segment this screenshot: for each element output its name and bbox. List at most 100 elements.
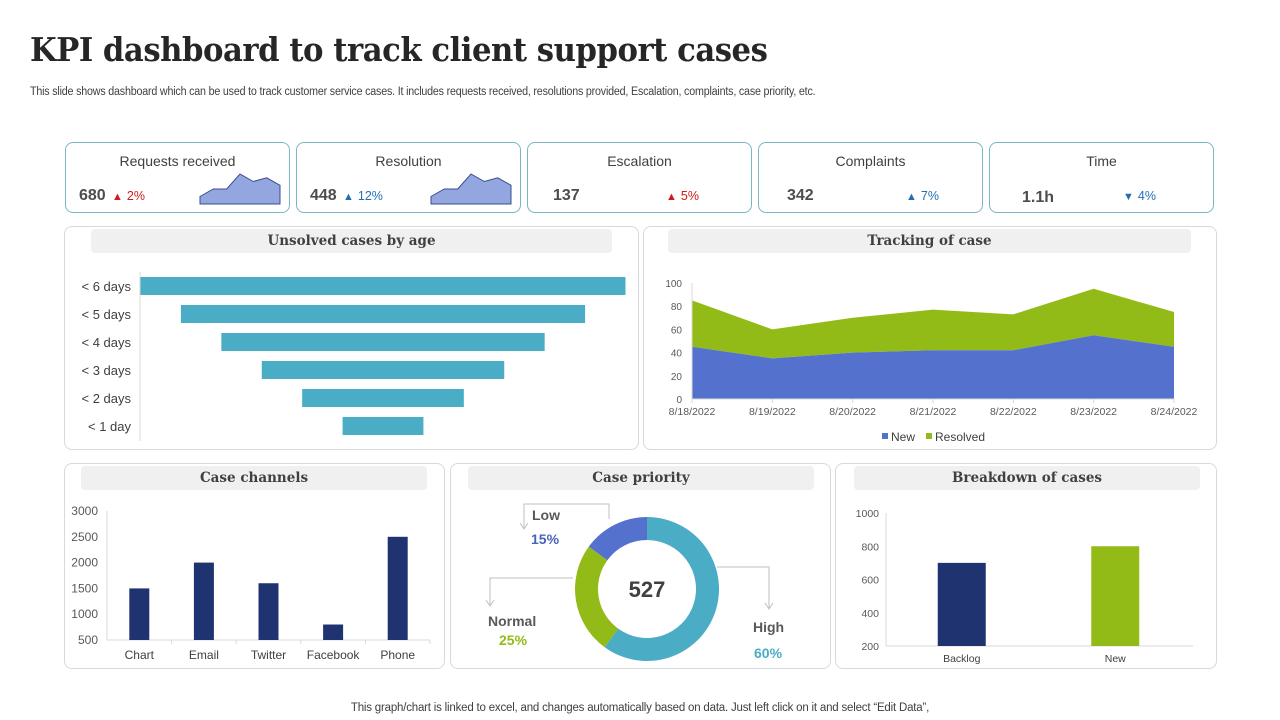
- category-label: Backlog: [943, 653, 981, 665]
- category-label: < 1 day: [88, 419, 132, 434]
- kpi-title: Requests received: [119, 153, 236, 169]
- y-tick-label: 400: [861, 608, 879, 620]
- category-label: Facebook: [307, 648, 361, 662]
- x-tick-label: 8/19/2022: [749, 406, 796, 418]
- kpi-delta: ▲ 5%: [666, 189, 699, 203]
- category-label: < 5 days: [81, 307, 131, 322]
- label-high: High: [753, 619, 784, 635]
- panel-title: Tracking of case: [668, 229, 1191, 253]
- x-tick-label: 8/21/2022: [910, 406, 957, 418]
- kpi-delta-value: 4%: [1137, 189, 1156, 203]
- x-tick-label: 8/22/2022: [990, 406, 1037, 418]
- funnel-bar: [180, 305, 586, 323]
- category-label: < 2 days: [81, 391, 131, 406]
- kpi-title: Resolution: [375, 153, 442, 169]
- funnel-bar: [261, 361, 505, 379]
- callout-line-high: [717, 566, 770, 608]
- percent-normal: 25%: [499, 632, 528, 648]
- arrow-up-icon: ▲: [343, 191, 354, 203]
- category-label: Chart: [125, 648, 155, 662]
- kpi-delta-value: 2%: [126, 189, 145, 203]
- y-tick-label: 200: [861, 641, 879, 653]
- channel-bar: [193, 562, 214, 640]
- panel-case-channels: Case channels 500 1000 1500 2000 2500 3000 Cha…: [64, 463, 445, 669]
- y-tick-label: 600: [861, 575, 879, 587]
- unsolved-cases-chart: < 6 days < 5 days < 4 days < 3 days < 2 days…: [81, 272, 626, 441]
- tracking-chart: 0 20 40 60 80 100 8/18/2022 8/19/2022 8/20/2022 8…: [665, 279, 1198, 444]
- arrow-up-icon: ▲: [666, 191, 677, 203]
- arrow-up-icon: ▲: [906, 191, 917, 203]
- channel-bar: [323, 624, 344, 640]
- category-label: Email: [189, 648, 219, 662]
- breakdown-chart: 200 400 600 800 1000 Backlog New: [856, 508, 1193, 665]
- kpi-value: 680: [79, 187, 106, 204]
- panel-unsolved-cases: Unsolved cases by age < 6 days < 5 days < …: [64, 226, 639, 450]
- breakdown-bar: [1091, 546, 1140, 646]
- kpi-delta-value: 12%: [357, 189, 383, 203]
- kpi-card-resolution[interactable]: Resolution 448 ▲ 12%: [296, 142, 521, 213]
- y-tick-label: 20: [671, 372, 683, 383]
- y-tick-label: 1000: [71, 607, 98, 621]
- legend-label-new: New: [891, 430, 915, 444]
- label-normal: Normal: [488, 613, 536, 629]
- y-tick-label: 800: [861, 541, 879, 553]
- y-tick-label: 40: [671, 349, 683, 360]
- channel-bar: [129, 588, 150, 640]
- panel-title: Breakdown of cases: [854, 466, 1200, 490]
- y-tick-label: 100: [665, 279, 682, 290]
- kpi-value: 1.1h: [1022, 189, 1055, 206]
- kpi-card-time[interactable]: Time 1.1h ▼ 4%: [989, 142, 1214, 213]
- funnel-bar: [221, 333, 545, 351]
- sparkline: [430, 173, 512, 205]
- panel-tracking-of-case: Tracking of case 0 20 40 60 80 100 8/18/2022 8/…: [643, 226, 1217, 450]
- kpi-title: Complaints: [835, 153, 906, 169]
- donut-slice-low: [588, 517, 647, 561]
- kpi-delta-value: 5%: [680, 189, 699, 203]
- arrow-down-icon: [764, 602, 774, 610]
- funnel-bar: [140, 277, 626, 295]
- x-tick-label: 8/23/2022: [1070, 406, 1117, 418]
- y-tick-label: 60: [671, 325, 683, 336]
- x-tick-label: 8/20/2022: [829, 406, 876, 418]
- donut-slice-high: [604, 517, 719, 661]
- legend-label-resolved: Resolved: [935, 430, 985, 444]
- kpi-title: Escalation: [607, 153, 672, 169]
- kpi-delta: ▼ 4%: [1123, 189, 1156, 203]
- channel-bar: [387, 536, 408, 640]
- channel-bar: [258, 583, 279, 640]
- label-low: Low: [532, 507, 560, 523]
- kpi-card-complaints[interactable]: Complaints 342 ▲ 7%: [758, 142, 983, 213]
- category-label: < 4 days: [81, 335, 131, 350]
- legend-swatch-resolved: [926, 433, 932, 439]
- category-label: Twitter: [251, 648, 286, 662]
- footer-note: This graph/chart is linked to excel, and…: [350, 702, 930, 714]
- y-tick-label: 500: [78, 633, 98, 647]
- percent-low: 15%: [531, 531, 560, 547]
- kpi-card-escalation[interactable]: Escalation 137 ▲ 5%: [527, 142, 752, 213]
- y-tick-label: 80: [671, 302, 683, 313]
- kpi-value: 137: [553, 187, 580, 204]
- arrow-down-icon: ▼: [1123, 191, 1134, 203]
- y-tick-label: 1000: [856, 508, 880, 520]
- x-tick-label: 8/18/2022: [669, 406, 716, 418]
- kpi-card-requests[interactable]: Requests received 680 ▲ 2%: [65, 142, 290, 213]
- sparkline: [199, 173, 281, 205]
- area-new: [692, 335, 1174, 399]
- kpi-delta: ▲ 12%: [343, 189, 383, 203]
- funnel-bar: [302, 389, 464, 407]
- kpi-delta: ▲ 7%: [906, 189, 939, 203]
- area-resolved: [692, 288, 1174, 359]
- case-channels-chart: 500 1000 1500 2000 2500 3000 Chart Email Twitter…: [71, 504, 431, 662]
- legend-swatch-new: [882, 433, 888, 439]
- callout-line-normal: [489, 577, 573, 605]
- y-tick-label: 1500: [71, 581, 98, 595]
- percent-high: 60%: [754, 645, 783, 661]
- y-tick-label: 2500: [71, 530, 98, 544]
- y-tick-label: 3000: [71, 504, 98, 518]
- panel-breakdown-of-cases: Breakdown of cases 200 400 600 800 1000 Backl…: [835, 463, 1217, 669]
- arrow-down-icon: [485, 599, 495, 607]
- sparkline-area: [199, 173, 281, 205]
- x-tick-label: 8/24/2022: [1151, 406, 1198, 418]
- page-subtitle: This slide shows dashboard which can be …: [30, 86, 816, 98]
- kpi-value: 342: [787, 187, 814, 204]
